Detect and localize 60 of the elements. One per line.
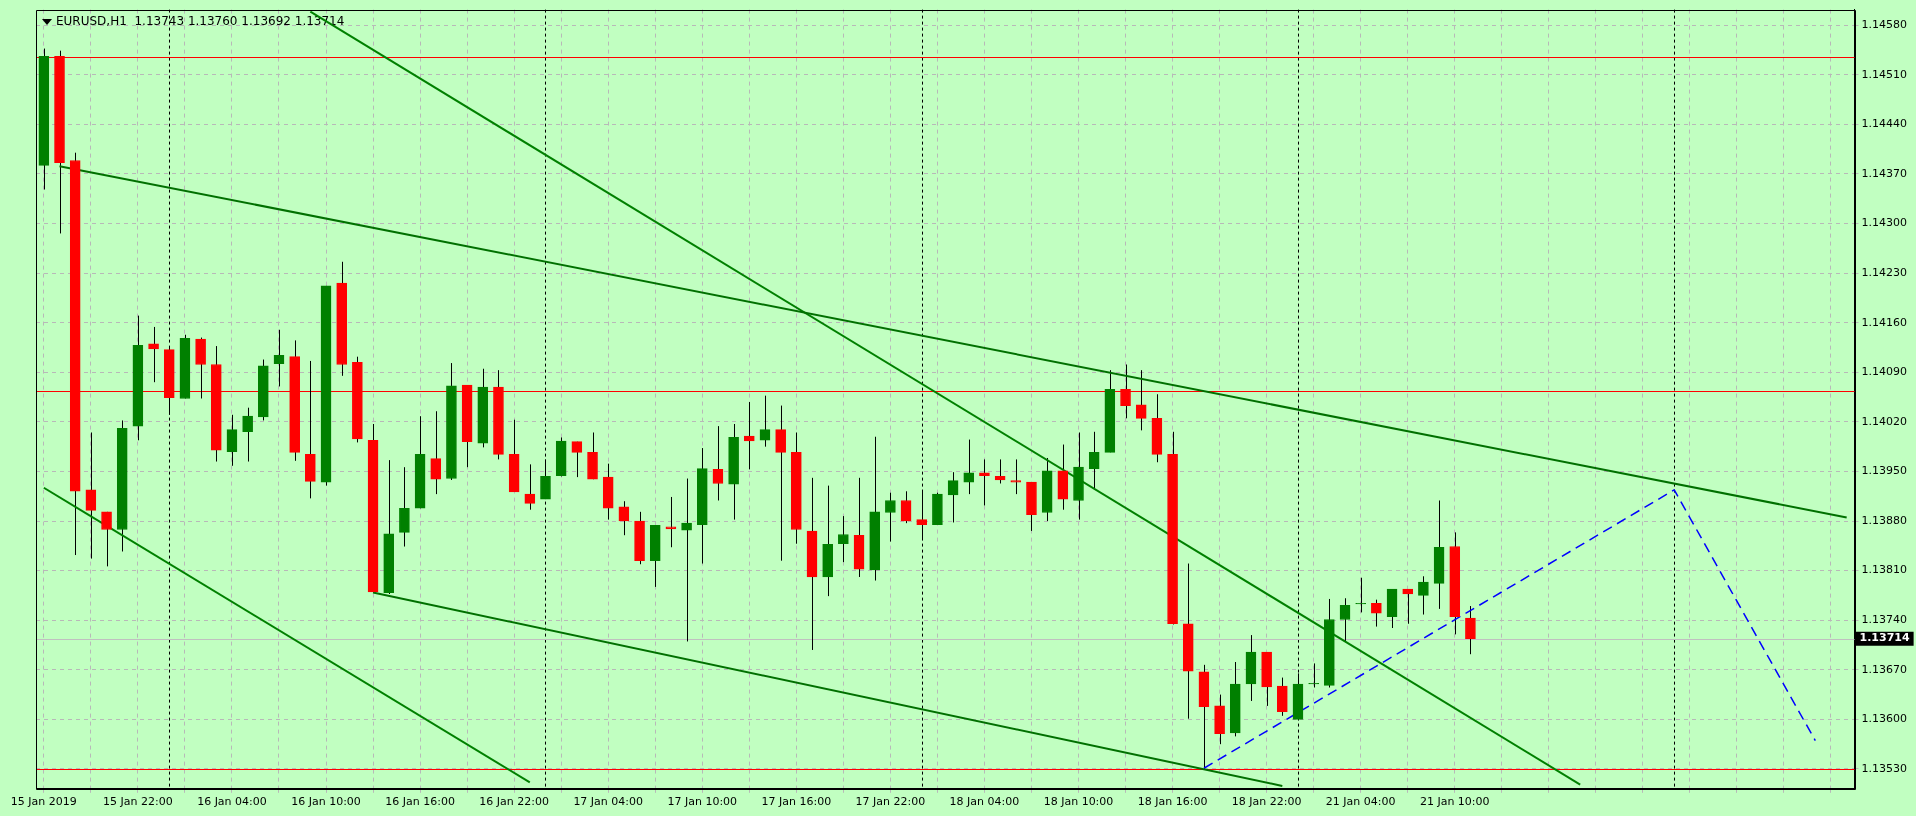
x-tick-label: 17 Jan 10:00: [667, 795, 738, 809]
x-tick-label: 21 Jan 04:00: [1325, 795, 1396, 809]
x-tick-label: 18 Jan 16:00: [1137, 795, 1208, 809]
y-tick-label: 1.13530: [1861, 761, 1908, 775]
candlestick: [430, 410, 442, 495]
x-tick-label: 18 Jan 04:00: [949, 795, 1020, 809]
y-tick-label: 1.14440: [1861, 117, 1908, 131]
candlestick: [101, 511, 112, 567]
candlestick: [226, 414, 238, 467]
candlestick: [1308, 662, 1319, 688]
candlestick: [273, 329, 285, 387]
candlestick: [1465, 605, 1476, 655]
x-tick-label: 17 Jan 16:00: [761, 795, 832, 809]
candlestick: [681, 478, 692, 642]
candlestick: [759, 395, 771, 448]
y-tick-label: 1.14300: [1861, 216, 1908, 230]
y-tick-label: 1.14580: [1861, 18, 1908, 32]
y-tick-label: 1.13670: [1861, 662, 1908, 676]
y-tick-label: 1.14370: [1861, 166, 1908, 180]
x-tick-label: 18 Jan 22:00: [1231, 795, 1302, 809]
x-tick-label: 18 Jan 10:00: [1043, 795, 1114, 809]
candlestick: [1418, 575, 1429, 616]
y-tick-label: 1.13950: [1861, 464, 1908, 478]
candlestick: [712, 425, 724, 501]
x-tick-label: 15 Jan 22:00: [103, 795, 173, 809]
candlestick: [775, 405, 786, 562]
y-tick-label: 1.13740: [1861, 613, 1908, 627]
x-tick-label: 16 Jan 16:00: [385, 795, 455, 809]
candlestick: [399, 466, 410, 548]
candlestick: [963, 439, 975, 495]
candlestick: [242, 407, 253, 463]
candlestick: [1010, 458, 1022, 495]
candlestick: [947, 471, 959, 523]
x-tick-label: 16 Jan 04:00: [197, 795, 267, 809]
candlestick: [1339, 597, 1351, 643]
candlestick: [665, 496, 677, 548]
y-tick-label: 1.13810: [1861, 563, 1908, 577]
candlestick: [1371, 599, 1382, 628]
y-tick-label: 1.14230: [1861, 265, 1908, 279]
y-tick-label: 1.14090: [1861, 365, 1908, 379]
y-tick-label: 1.13600: [1861, 712, 1908, 726]
x-tick-label: 21 Jan 10:00: [1419, 795, 1490, 809]
candlestick: [1355, 577, 1367, 613]
candlestick: [885, 492, 896, 543]
candlestick: [838, 515, 849, 563]
x-tick-label: 16 Jan 22:00: [479, 795, 549, 809]
candlestick: [571, 441, 583, 478]
x-tick-label: 16 Jan 10:00: [291, 795, 361, 809]
x-tick-label: 17 Jan 04:00: [573, 795, 644, 809]
x-tick-label: 15 Jan 2019: [10, 795, 77, 809]
candlestick: [524, 463, 536, 511]
y-tick-label: 1.14510: [1861, 67, 1908, 81]
candlestick: [900, 490, 912, 524]
candlestick: [85, 431, 97, 560]
y-tick-label: 1.14160: [1861, 315, 1908, 329]
candlestick: [540, 458, 551, 500]
ref-line-label: 1.13714: [1859, 631, 1910, 645]
x-tick-label: 17 Jan 22:00: [855, 795, 926, 809]
y-tick-label: 1.14020: [1861, 414, 1908, 428]
y-tick-label: 1.13880: [1861, 513, 1908, 527]
